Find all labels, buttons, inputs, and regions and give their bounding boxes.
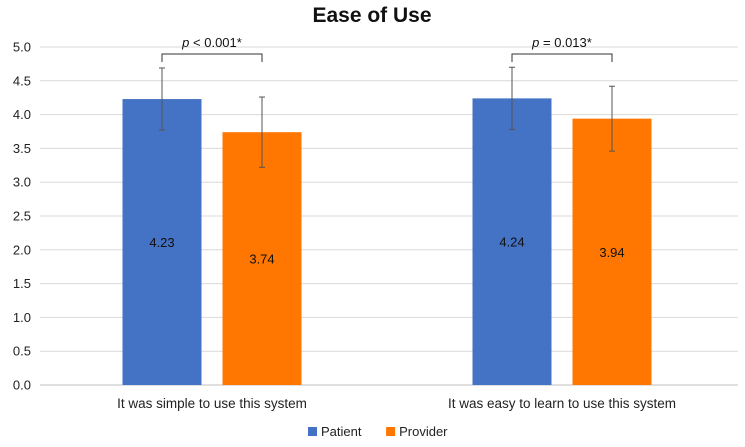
- y-tick-label: 0.0: [13, 378, 31, 393]
- error-bar: [159, 67, 165, 131]
- y-tick-label: 2.5: [13, 209, 31, 224]
- significance-annotations: p < 0.001* p = 0.013*: [161, 35, 613, 62]
- error-bar: [509, 66, 515, 130]
- bar-patient: [122, 99, 202, 385]
- y-tick-label: 1.5: [13, 276, 31, 291]
- y-tick-label: 3.0: [13, 175, 31, 190]
- significance-bracket: [511, 53, 613, 62]
- legend-item-provider: Provider: [386, 424, 448, 439]
- p-value-label: p = 0.013*: [531, 35, 592, 50]
- error-bars: [159, 66, 615, 168]
- category-label: It was simple to use this system: [117, 396, 307, 411]
- bar-patient: [472, 98, 552, 385]
- legend-label: Provider: [399, 424, 448, 439]
- bars: [122, 98, 652, 385]
- legend-item-patient: Patient: [308, 424, 362, 439]
- y-tick-label: 1.0: [13, 310, 31, 325]
- data-labels: 4.23 3.74 4.24 3.94: [149, 235, 624, 267]
- y-tick-label: 5.0: [13, 40, 31, 55]
- category-label: It was easy to learn to use this system: [448, 396, 676, 411]
- legend-label: Patient: [321, 424, 362, 439]
- y-tick-label: 0.5: [13, 344, 31, 359]
- error-bar: [259, 96, 265, 168]
- chart-title: Ease of Use: [312, 4, 431, 27]
- p-value-label: p < 0.001*: [181, 35, 242, 50]
- bar-provider: [222, 132, 302, 385]
- significance-bracket: [161, 53, 263, 62]
- data-label: 4.24: [499, 235, 524, 250]
- y-tick-label: 4.5: [13, 73, 31, 88]
- y-tick-label: 3.5: [13, 141, 31, 156]
- data-label: 4.23: [149, 235, 174, 250]
- error-bar: [609, 85, 615, 152]
- legend-swatch: [308, 427, 317, 436]
- bar-provider: [572, 118, 652, 385]
- data-label: 3.74: [249, 252, 274, 267]
- y-tick-label: 4.0: [13, 107, 31, 122]
- y-tick-label: 2.0: [13, 242, 31, 257]
- legend: Patient Provider: [308, 424, 448, 439]
- category-labels: It was simple to use this system It was e…: [117, 396, 676, 411]
- legend-swatch: [386, 427, 396, 436]
- data-label: 3.94: [599, 245, 624, 260]
- y-axis-ticks: 0.0 0.5 1.0 1.5 2.0 2.5 3.0 3.5 4.0 4.5 5.0: [13, 40, 31, 393]
